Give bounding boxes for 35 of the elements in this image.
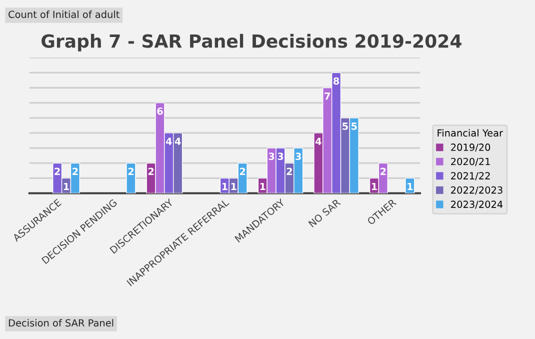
- data-label: 6: [157, 107, 163, 115]
- data-label: 7: [324, 92, 330, 100]
- data-label: 3: [278, 152, 284, 160]
- x-tick-label: NO SAR: [308, 198, 341, 228]
- data-label: 2: [286, 168, 292, 175]
- data-label: 1: [222, 182, 228, 190]
- data-label: 1: [260, 182, 266, 190]
- text: Count of Initial of adult: [8, 10, 120, 18]
- chart-title: Graph 7 - SAR Panel Decisions 2019-2024: [42, 34, 462, 52]
- data-label: 4: [315, 138, 322, 145]
- legend-label: 2022/2023: [451, 186, 502, 194]
- bar: [126, 162, 136, 194]
- legend-label: 2023/2024: [451, 200, 503, 209]
- text: Decision of SAR Panel: [8, 319, 114, 327]
- data-label: 1: [372, 182, 377, 190]
- data-label: 1: [231, 182, 236, 190]
- data-label: 2: [72, 168, 78, 175]
- data-label: 8: [333, 77, 340, 85]
- data-label: 1: [64, 182, 69, 190]
- data-label: 2: [148, 168, 154, 175]
- legend-title: Financial Year: [438, 129, 503, 137]
- legend-label: 2021/22: [451, 172, 490, 180]
- data-label: 3: [268, 152, 274, 160]
- data-label: 4: [174, 138, 181, 145]
- data-label: 2: [380, 168, 386, 175]
- data-label: 5: [352, 122, 357, 130]
- data-label: 3: [296, 152, 301, 160]
- data-label: 4: [166, 138, 172, 145]
- data-label: 2: [128, 168, 134, 175]
- data-label: 1: [408, 182, 413, 190]
- data-label: 5: [342, 122, 348, 130]
- legend-label: 2019/20: [451, 144, 490, 152]
- data-label: 2: [240, 168, 246, 175]
- legend-label: 2020/21: [451, 158, 490, 166]
- data-label: 2: [54, 168, 60, 175]
